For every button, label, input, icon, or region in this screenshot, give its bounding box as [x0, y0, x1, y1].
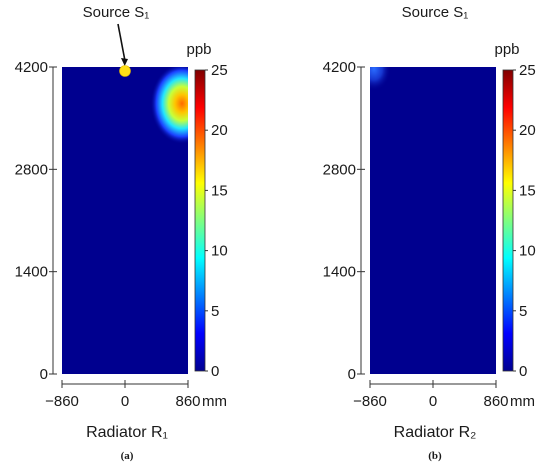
hotspot-0 [370, 67, 391, 91]
colorbar-tick-label-0: 0 [519, 363, 527, 380]
colorbar-tick-label-4: 20 [211, 122, 228, 139]
x-axis-label: Radiator R₂ [394, 424, 477, 441]
y-tick-label-2: 2800 [323, 161, 356, 178]
panel-title: Source S₁ [402, 4, 469, 21]
colorbar-tick-label-3: 15 [519, 182, 536, 199]
y-tick-label-2: 2800 [15, 161, 48, 178]
colorbar-tick-label-3: 15 [211, 182, 228, 199]
heatmap-hotspots [150, 67, 188, 145]
y-tick-label-1: 1400 [323, 264, 356, 281]
colorbar [502, 69, 514, 372]
colorbar-tick-label-2: 10 [519, 243, 536, 260]
x-unit-label: mm [510, 393, 535, 410]
colorbar-tick-label-5: 25 [211, 62, 228, 79]
y-tick-label-3: 4200 [323, 59, 356, 76]
x-unit-label: mm [202, 393, 227, 410]
panel-caption: (a) [121, 450, 134, 462]
colorbar-tick-label-5: 25 [519, 62, 536, 79]
source-marker [119, 65, 131, 77]
colorbar-tick-label-4: 20 [519, 122, 536, 139]
panel-b: 0 1400 2800 4200 −860 0 860 mm Radiator R₂ (b) 0 5 1… [323, 4, 536, 462]
panel-caption: (b) [428, 450, 442, 462]
colorbar-tick-label-2: 10 [211, 243, 228, 260]
heatmap-hotspots [370, 67, 391, 91]
x-tick-label-0: −860 [353, 393, 387, 410]
heatmap-field [370, 67, 496, 374]
annotation-arrow-shaft [117, 23, 126, 62]
panel-a: 0 1400 2800 4200 −860 0 860 mm Radiator R₁ (a) 0 5 1… [15, 4, 228, 462]
x-tick-label-1: 0 [121, 393, 129, 410]
colorbar-label: ppb [494, 41, 519, 58]
colorbar-label: ppb [186, 41, 211, 58]
colorbar [194, 69, 206, 372]
y-tick-label-1: 1400 [15, 264, 48, 281]
annotation-arrow-head [121, 58, 128, 66]
x-tick-label-2: 860 [483, 393, 508, 410]
hotspot-0 [150, 67, 188, 145]
x-tick-label-2: 860 [175, 393, 200, 410]
colorbar-tick-label-1: 5 [519, 303, 527, 320]
x-tick-label-1: 0 [429, 393, 437, 410]
colorbar-tick-label-1: 5 [211, 303, 219, 320]
y-tick-label-3: 4200 [15, 59, 48, 76]
colorbar-tick-label-0: 0 [211, 363, 219, 380]
y-tick-label-0: 0 [40, 366, 48, 383]
y-tick-label-0: 0 [348, 366, 356, 383]
source-annotation-label: Source S₁ [83, 4, 150, 21]
x-tick-label-0: −860 [45, 393, 79, 410]
x-axis-label: Radiator R₁ [86, 424, 168, 441]
